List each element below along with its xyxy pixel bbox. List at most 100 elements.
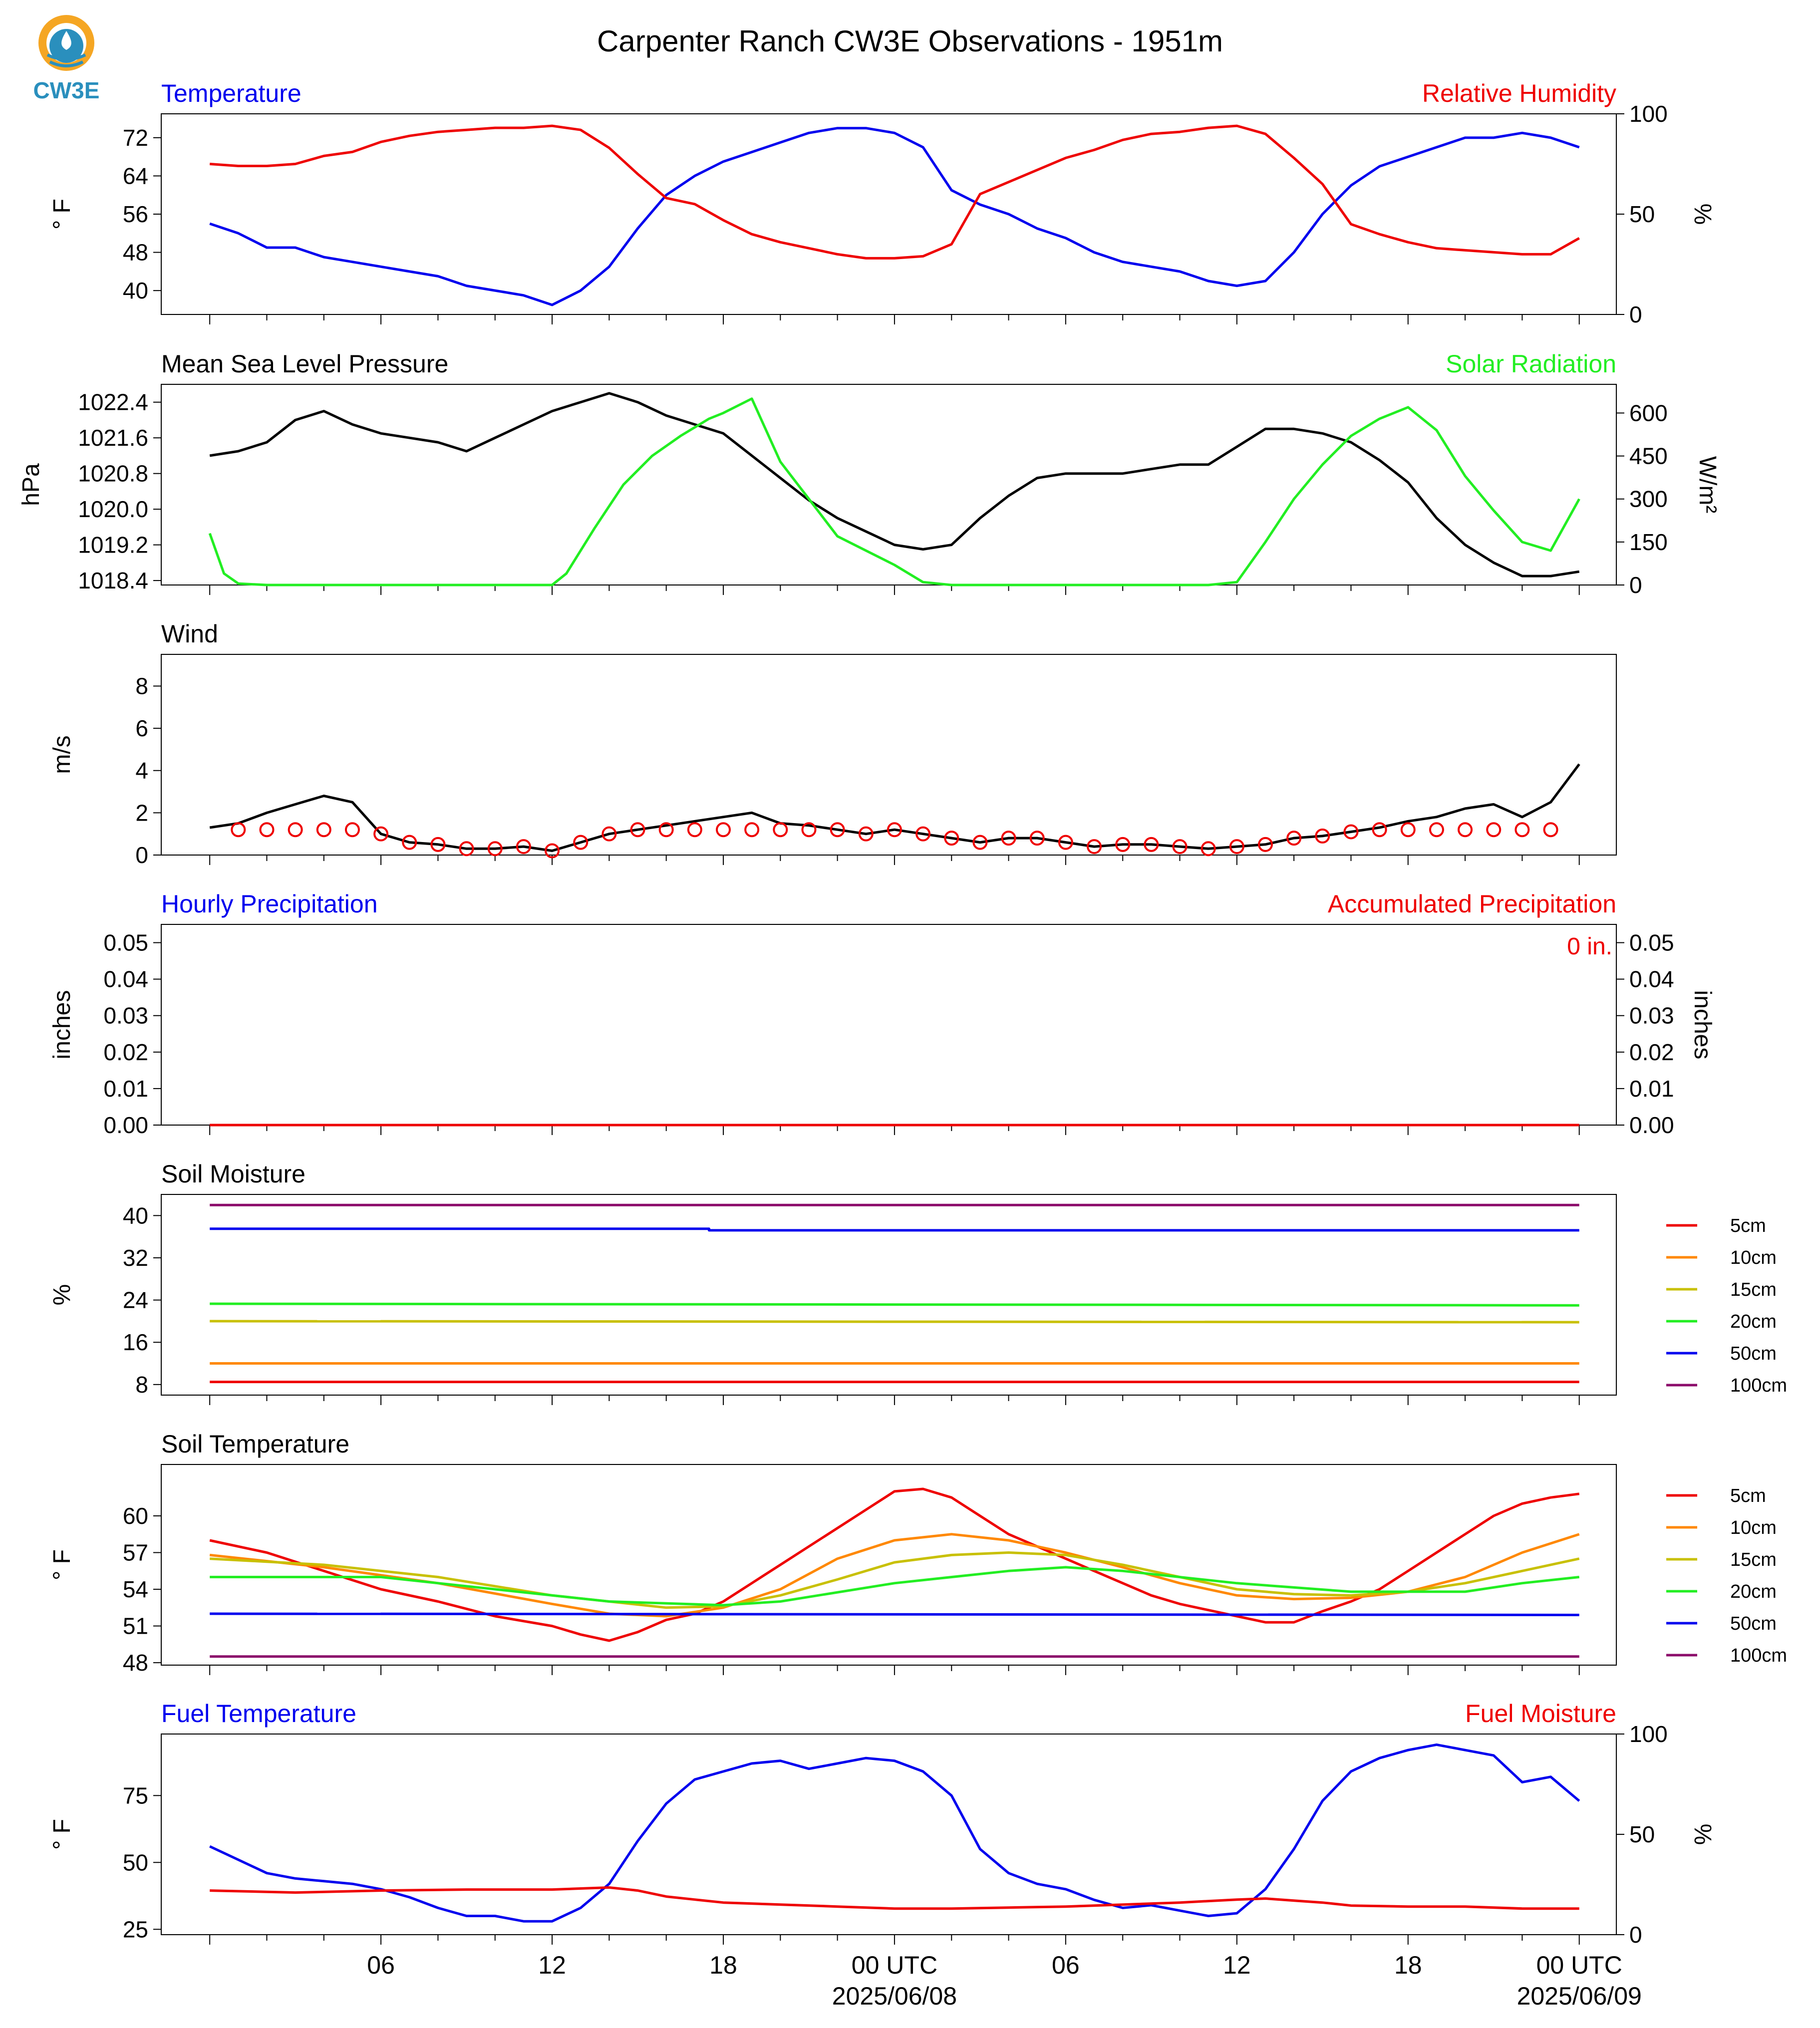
logo-text: CW3E (33, 77, 100, 103)
panel-title-left: Hourly Precipitation (161, 890, 378, 918)
y-tick-label-right: 0.01 (1629, 1076, 1674, 1102)
wind-marker (1058, 835, 1073, 850)
y-tick-label-right: 0.03 (1629, 1003, 1674, 1029)
y-tick-label: 56 (123, 201, 148, 227)
wind-marker (573, 835, 589, 850)
y-tick-label-right: 600 (1629, 400, 1668, 426)
panels: Temperature Relative Humidity4048566472° … (18, 79, 1787, 1948)
y-tick-label-right: 0 (1629, 301, 1642, 327)
y-tick-label: 75 (123, 1782, 148, 1808)
panel-fuel: Fuel Temperature Fuel Moisture 25 50 75 ° F 0 5… (49, 1700, 1716, 1948)
legend-label: 50cm (1730, 1343, 1777, 1364)
panel-precipitation: Hourly Precipitation Accumulated Precipit… (49, 890, 1716, 1138)
y-tick-label: 32 (123, 1245, 148, 1271)
series-line-1 (210, 124, 1580, 260)
y-axis-label: ° F (49, 1549, 75, 1580)
wind-marker (1001, 831, 1016, 846)
y-tick-label: 1019.2 (78, 532, 148, 558)
wind-marker (288, 822, 303, 838)
y-tick-label-right: 0.02 (1629, 1039, 1674, 1065)
series-line-0 (209, 1743, 1580, 1923)
y-tick-label-right: 300 (1629, 486, 1668, 512)
page-title: Carpenter Ranch CW3E Observations - 1951… (597, 24, 1223, 58)
panel-temperature-humidity: Temperature Relative Humidity 40 48 56 64 72 ° … (49, 79, 1716, 327)
y-axis-label: ° F (49, 1819, 75, 1850)
series-line-20cm (210, 1566, 1579, 1607)
y-axis-label-right: W/m² (1694, 456, 1721, 514)
legend-label: 20cm (1730, 1581, 1777, 1602)
y-tick-label: 4 (135, 758, 148, 784)
panel-title-right: Solar Radiation (1446, 350, 1616, 378)
x-tick-label: 12 (1223, 1951, 1251, 1979)
x-tick-label: 00 UTC (1536, 1951, 1622, 1979)
x-tick-label: 06 (1052, 1951, 1080, 1979)
wind-marker (1343, 824, 1359, 840)
y-tick-label: 50 (123, 1849, 148, 1875)
wind-marker (858, 826, 874, 842)
wind-marker (1144, 837, 1159, 852)
y-tick-label-right: 0 (1629, 1922, 1642, 1948)
wind-marker (915, 826, 931, 842)
wind-marker (1315, 828, 1330, 844)
legend-label: 100cm (1730, 1645, 1787, 1666)
y-axis-label-right: % (1689, 1824, 1716, 1845)
legend-label: 20cm (1730, 1311, 1777, 1332)
x-tick-label: 06 (367, 1951, 395, 1979)
accumulation-annotation: 0 in. (1567, 933, 1612, 960)
y-tick-label-right: 0.04 (1629, 966, 1674, 992)
plot-frame (161, 1194, 1617, 1396)
wind-marker (1458, 822, 1473, 838)
y-tick-label: 24 (123, 1287, 148, 1313)
y-tick-label: 1021.6 (78, 425, 148, 451)
series-line-0 (209, 763, 1580, 852)
x-tick-label: 18 (1394, 1951, 1422, 1979)
series-line-1 (208, 397, 1580, 586)
series-line-50cm (210, 1227, 1579, 1232)
legend-label: 50cm (1730, 1613, 1777, 1634)
y-axis-label: inches (49, 990, 75, 1060)
y-tick-label: 0.05 (103, 930, 148, 956)
legend-label: 15cm (1730, 1279, 1777, 1300)
y-tick-label: 8 (135, 673, 148, 699)
wind-marker (1543, 822, 1558, 838)
y-axis-label: m/s (49, 735, 75, 774)
wind-marker (430, 837, 446, 852)
y-tick-label-right: 150 (1629, 529, 1668, 555)
y-tick-label-right: 0.05 (1629, 930, 1674, 956)
panel-title-left: Soil Temperature (161, 1430, 349, 1458)
y-tick-label-right: 100 (1629, 1721, 1668, 1747)
wind-marker (687, 822, 702, 838)
y-tick-label-right: 50 (1629, 201, 1655, 227)
wind-marker (658, 822, 674, 838)
y-tick-label: 1020.0 (78, 496, 148, 522)
legend-label: 15cm (1730, 1549, 1777, 1570)
y-tick-label: 40 (123, 278, 148, 303)
wind-marker (1486, 822, 1502, 838)
wind-marker (1115, 837, 1131, 852)
panel-pressure-solar: Mean Sea Level Pressure Solar Radiation 10… (18, 350, 1721, 598)
x-tick-label: 18 (709, 1951, 737, 1979)
panel-title-right: Accumulated Precipitation (1328, 890, 1616, 918)
y-tick-label: 0 (135, 842, 148, 868)
x-tick-label: 00 UTC (852, 1951, 937, 1979)
wind-marker (801, 822, 817, 838)
x-date-label: 2025/06/09 (1517, 1982, 1642, 2010)
series-line-0 (209, 127, 1580, 306)
wind-marker (630, 822, 645, 838)
wind-marker (316, 822, 331, 838)
panel-soil-moisture: Soil Moisture 8 16 24 32 40% 5cm 10cm 15cm 20cm 50… (49, 1160, 1787, 1405)
y-tick-label: 48 (123, 240, 148, 266)
y-tick-label: 8 (135, 1372, 148, 1398)
y-tick-label: 48 (123, 1650, 148, 1676)
wind-marker (231, 822, 246, 838)
wind-marker (1429, 822, 1444, 838)
wind-marker (972, 835, 988, 850)
legend-label: 10cm (1730, 1517, 1777, 1538)
y-tick-label-right: 100 (1629, 101, 1668, 127)
cw3e-logo: CW3E (33, 15, 100, 103)
wind-marker (773, 822, 788, 838)
wind-marker (1201, 841, 1216, 857)
y-axis-label: hPa (18, 463, 44, 506)
plot-frame (161, 1464, 1617, 1666)
